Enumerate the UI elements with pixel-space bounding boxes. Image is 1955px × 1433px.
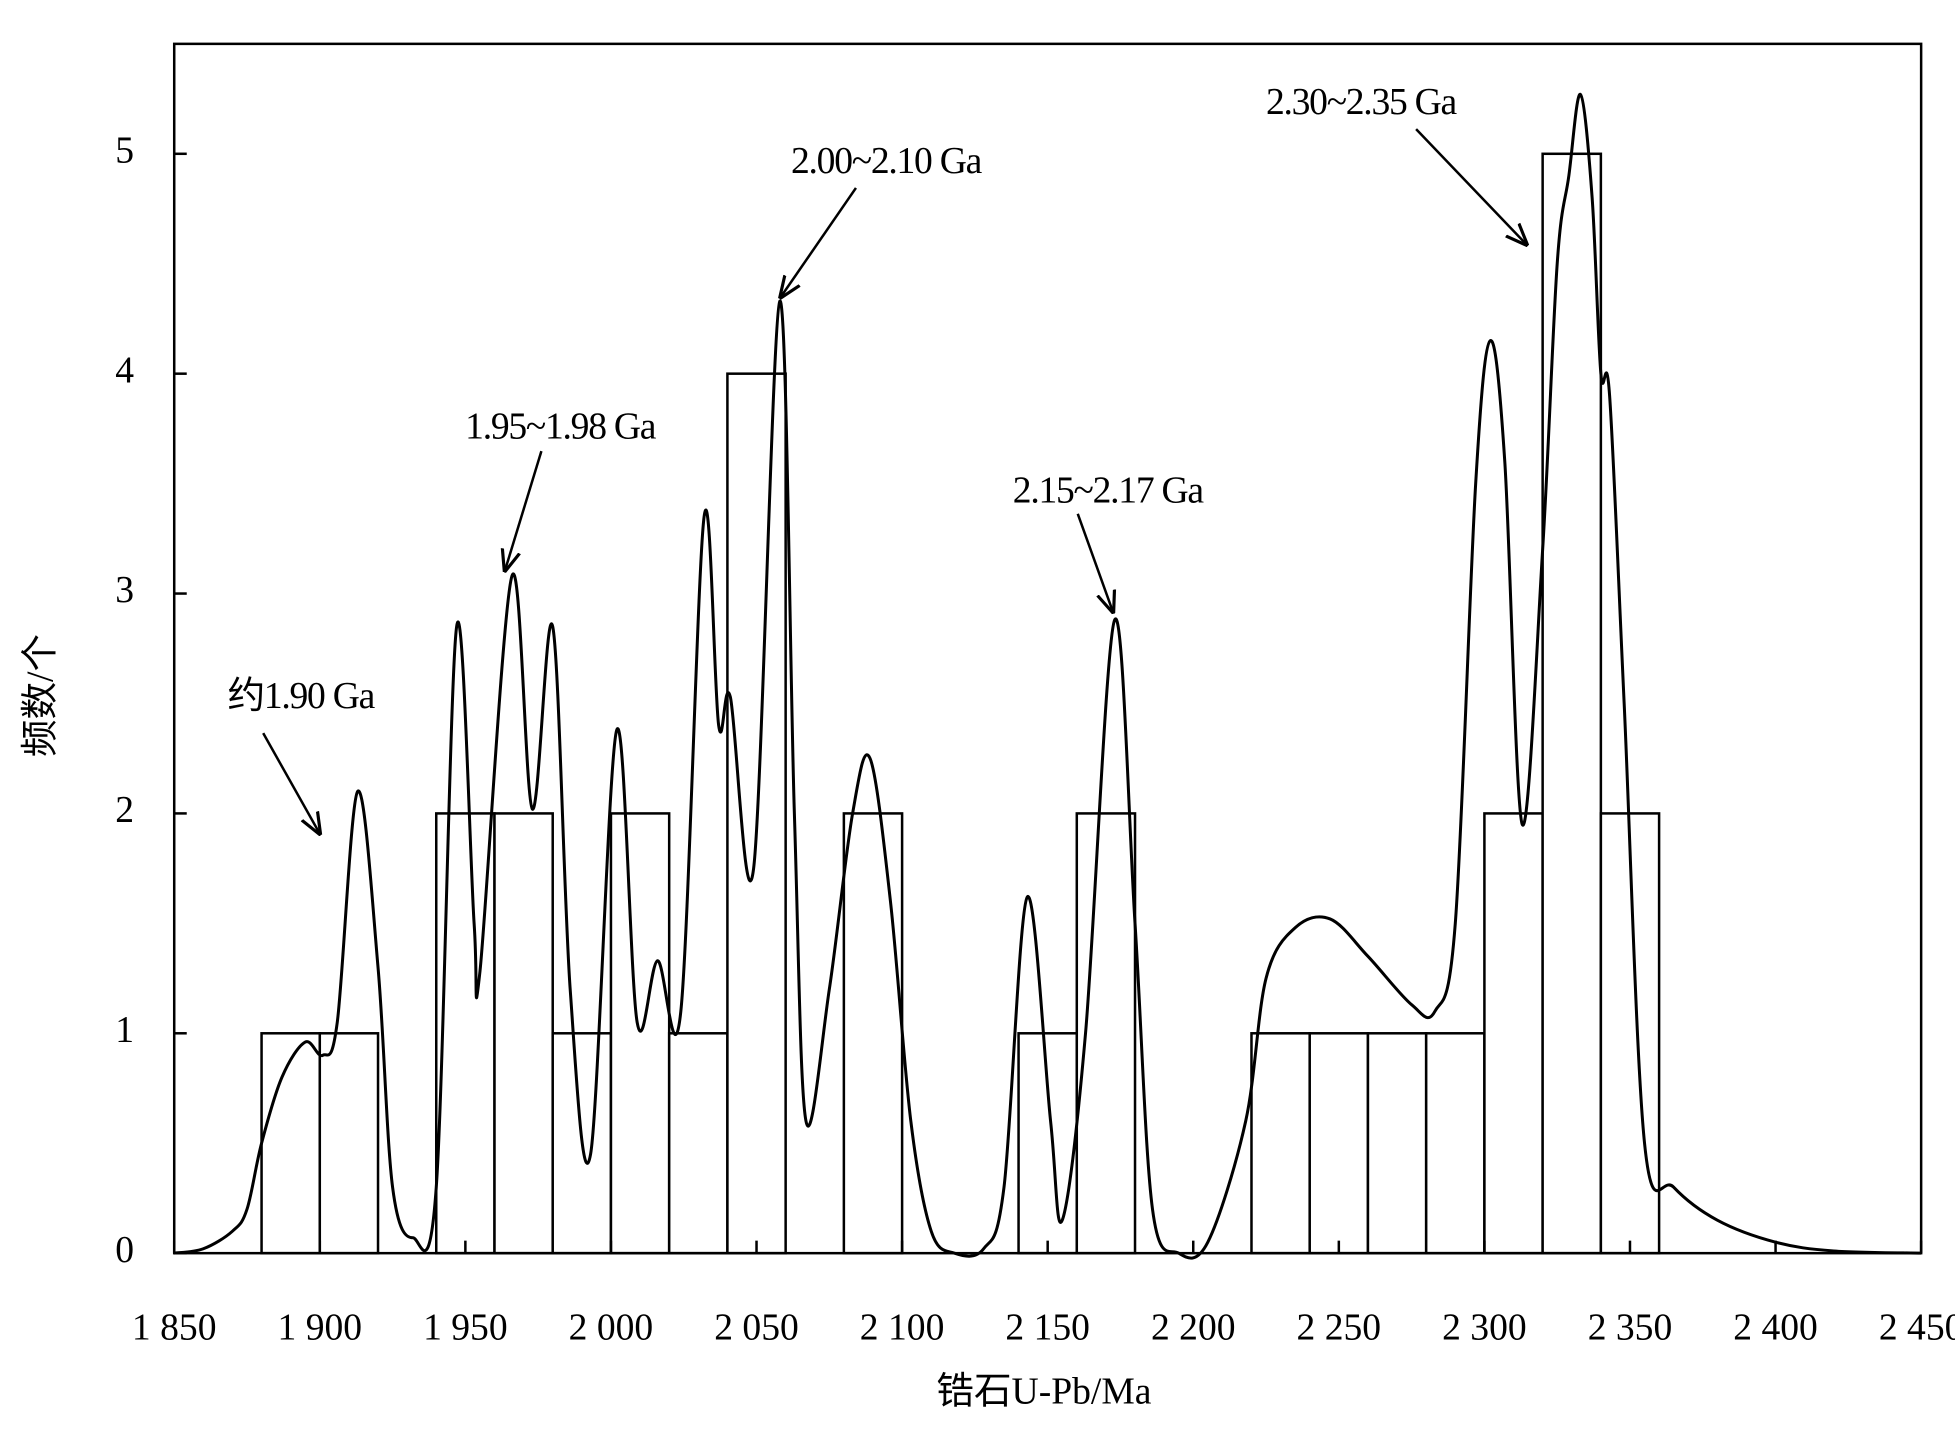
y-tick-label: 0	[115, 1230, 134, 1271]
annotation: 2.15~2.17 Ga	[1013, 470, 1205, 511]
x-tick-label: 2 050	[714, 1307, 799, 1348]
annotation-arrow	[262, 732, 319, 833]
density-curve	[173, 92, 1922, 1260]
x-tick-label: 2 200	[1151, 1307, 1236, 1348]
x-tick-label: 2 350	[1588, 1307, 1673, 1348]
y-tick-label: 4	[115, 350, 134, 391]
annotation: 2.30~2.35 Ga	[1266, 82, 1458, 123]
y-tick-label: 1	[115, 1010, 134, 1051]
histogram-bar	[1483, 812, 1544, 1255]
x-tick-label: 1 950	[423, 1307, 508, 1348]
histogram-bar	[667, 1032, 729, 1255]
annotation-arrow	[781, 187, 857, 297]
x-tick-label: 2 300	[1442, 1307, 1527, 1348]
histogram-bar	[1017, 1032, 1079, 1255]
x-tick-label: 1 900	[278, 1307, 363, 1348]
annotation: 约1.90 Ga	[228, 676, 376, 717]
y-tick-label: 2	[115, 790, 134, 831]
annotation: 1.95~1.98 Ga	[465, 406, 657, 447]
x-tick-label: 2 400	[1733, 1307, 1818, 1348]
y-axis-label: 频数/个	[21, 634, 62, 757]
x-tick-label: 2 000	[569, 1307, 654, 1348]
annotation-arrow	[1076, 513, 1113, 612]
histogram-bar	[1424, 1032, 1486, 1255]
histogram-bar	[318, 1032, 380, 1255]
histogram-bar	[1366, 1032, 1428, 1255]
x-axis-label: 锆石U-Pb/Ma	[936, 1371, 1151, 1412]
x-tick-label: 2 150	[1005, 1307, 1090, 1348]
annotation: 2.00~2.10 Ga	[791, 141, 983, 182]
annotation-arrow	[505, 450, 543, 570]
histogram-bar	[493, 812, 554, 1255]
histogram-bar	[1541, 152, 1603, 1255]
x-tick-label: 1 850	[132, 1307, 217, 1348]
histogram-bar	[260, 1032, 322, 1255]
histogram-bar	[842, 812, 904, 1255]
histogram-bar	[1250, 1032, 1311, 1255]
x-tick-label: 2 450	[1879, 1307, 1955, 1348]
x-tick-label: 2 100	[860, 1307, 945, 1348]
x-tick-label: 2 250	[1297, 1307, 1382, 1348]
y-tick-label: 3	[115, 570, 134, 611]
y-tick-label: 5	[115, 130, 134, 171]
histogram-bar	[1308, 1032, 1370, 1255]
histogram-bar	[609, 812, 671, 1255]
annotation-arrow	[1415, 128, 1526, 244]
